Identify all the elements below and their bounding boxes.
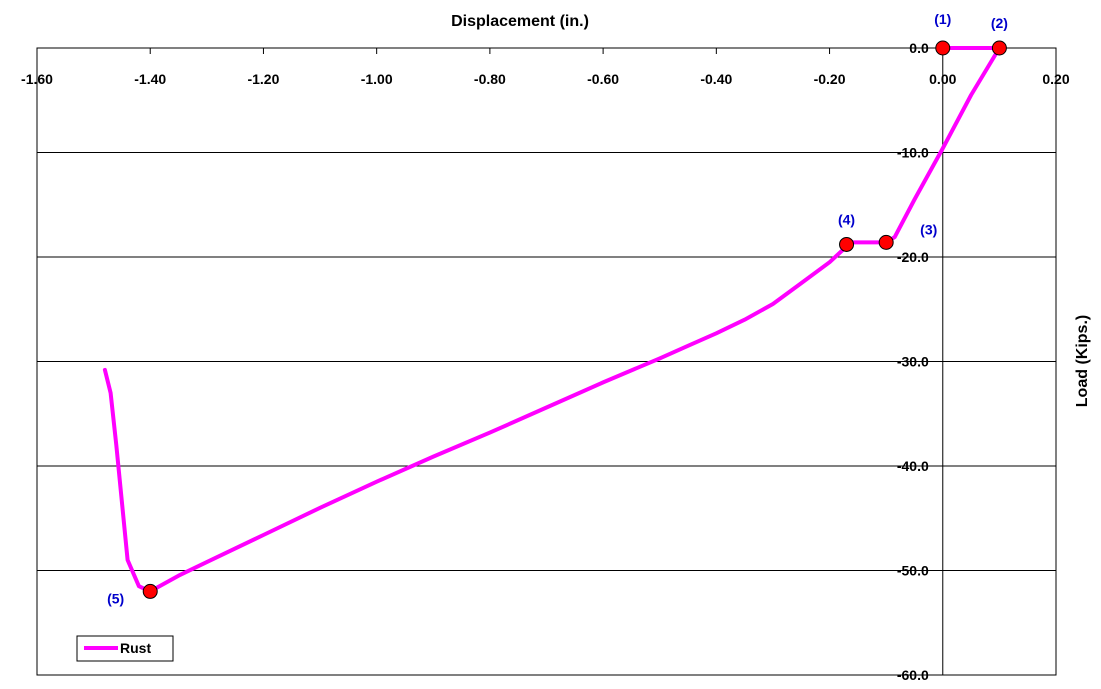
y-tick-label-6: -60.0: [897, 667, 929, 683]
x-tick-label-7: -0.20: [814, 71, 846, 87]
marker-point-4: [839, 236, 855, 252]
y-axis-title: Load (Kips.): [1074, 315, 1091, 407]
x-tick-label-8: 0.00: [929, 71, 956, 87]
marker-label-3: (3): [920, 221, 937, 237]
x-tick-label-2: -1.20: [247, 71, 279, 87]
x-tick-label-4: -0.80: [474, 71, 506, 87]
x-tick-label-5: -0.60: [587, 71, 619, 87]
x-tick-label-0: -1.60: [21, 71, 53, 87]
y-tick-labels: 0.0 -10.0 -20.0 -30.0 -40.0 -50.0 -60.0: [897, 40, 929, 683]
x-tick-label-1: -1.40: [134, 71, 166, 87]
x-axis-title: Displacement (in.): [451, 13, 589, 30]
legend-label-rust: Rust: [120, 640, 151, 656]
x-tick-label-6: -0.40: [700, 71, 732, 87]
y-tick-label-4: -40.0: [897, 458, 929, 474]
series-line-0: [102, 46, 1002, 594]
x-tick-label-3: -1.00: [361, 71, 393, 87]
y-tick-label-5: -50.0: [897, 563, 929, 579]
series-layer: [102, 46, 1002, 594]
y-tick-label-0: 0.0: [909, 40, 929, 56]
marker-point-1: [935, 40, 951, 56]
y-tick-label-3: -30.0: [897, 354, 929, 370]
legend: Rust: [76, 635, 174, 662]
x-tick-label-9: 0.20: [1042, 71, 1069, 87]
marker-point-2: [991, 40, 1007, 56]
marker-layer: (1) (2) (3) (4) (5): [107, 11, 1008, 606]
marker-point-3: [878, 234, 894, 250]
marker-point-5: [142, 583, 158, 599]
horizontal-gridlines: [37, 152, 1056, 571]
y-tick-label-2: -20.0: [897, 249, 929, 265]
marker-label-5: (5): [107, 590, 124, 606]
x-tick-labels: -1.60 -1.40 -1.20 -1.00 -0.80 -0.60 -0.40 -0.20…: [21, 71, 1070, 87]
marker-label-1: (1): [934, 11, 951, 27]
marker-label-4: (4): [838, 211, 855, 227]
y-tick-label-1: -10.0: [897, 145, 929, 161]
marker-label-2: (2): [991, 15, 1008, 31]
